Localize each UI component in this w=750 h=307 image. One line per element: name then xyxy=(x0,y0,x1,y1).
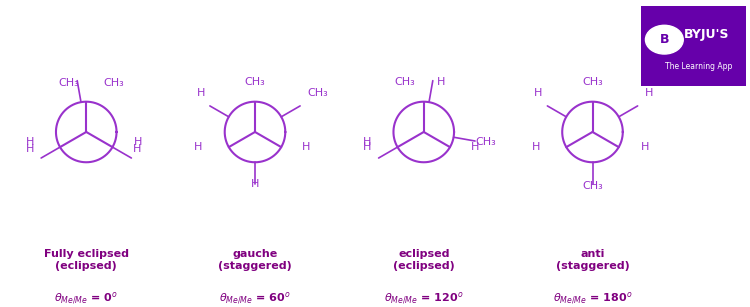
Text: B: B xyxy=(659,33,669,46)
FancyBboxPatch shape xyxy=(636,2,750,90)
Text: H: H xyxy=(363,137,372,147)
Text: CH₃: CH₃ xyxy=(244,77,266,87)
Text: H: H xyxy=(436,77,445,87)
Text: BYJU'S: BYJU'S xyxy=(683,28,729,41)
Text: Fully eclipsed
(eclipsed): Fully eclipsed (eclipsed) xyxy=(44,249,129,271)
Text: H: H xyxy=(134,137,142,147)
Text: H: H xyxy=(251,179,260,189)
Text: $\theta_{Me/Me}$ = 120$^o$: $\theta_{Me/Me}$ = 120$^o$ xyxy=(384,291,464,307)
Text: $\theta_{Me/Me}$ = 0$^o$: $\theta_{Me/Me}$ = 0$^o$ xyxy=(54,291,118,307)
Text: H: H xyxy=(644,87,653,98)
Text: H: H xyxy=(471,142,479,152)
Text: H: H xyxy=(194,142,202,152)
Text: H: H xyxy=(302,142,310,152)
Text: anti
(staggered): anti (staggered) xyxy=(556,249,629,271)
Text: CH₃: CH₃ xyxy=(582,181,603,191)
Text: CH₃: CH₃ xyxy=(58,78,79,88)
Text: H: H xyxy=(26,144,34,154)
Text: H: H xyxy=(641,142,650,152)
Text: CH₃: CH₃ xyxy=(582,77,603,87)
Text: eclipsed
(eclipsed): eclipsed (eclipsed) xyxy=(393,249,454,271)
Circle shape xyxy=(646,25,683,54)
Text: H: H xyxy=(26,137,34,147)
Text: CH₃: CH₃ xyxy=(476,137,496,147)
Text: $\theta_{Me/Me}$ = 60$^o$: $\theta_{Me/Me}$ = 60$^o$ xyxy=(219,291,291,307)
Text: H: H xyxy=(134,144,142,154)
Text: $\theta_{Me/Me}$ = 180$^o$: $\theta_{Me/Me}$ = 180$^o$ xyxy=(553,291,632,307)
Text: The Learning App: The Learning App xyxy=(665,61,733,71)
Text: CH₃: CH₃ xyxy=(103,78,124,88)
Text: CH₃: CH₃ xyxy=(394,77,415,87)
Text: H: H xyxy=(196,87,205,98)
Text: H: H xyxy=(363,142,372,152)
Text: H: H xyxy=(534,87,542,98)
Text: CH₃: CH₃ xyxy=(307,87,328,98)
Text: gauche
(staggered): gauche (staggered) xyxy=(218,249,292,271)
Text: H: H xyxy=(532,142,541,152)
